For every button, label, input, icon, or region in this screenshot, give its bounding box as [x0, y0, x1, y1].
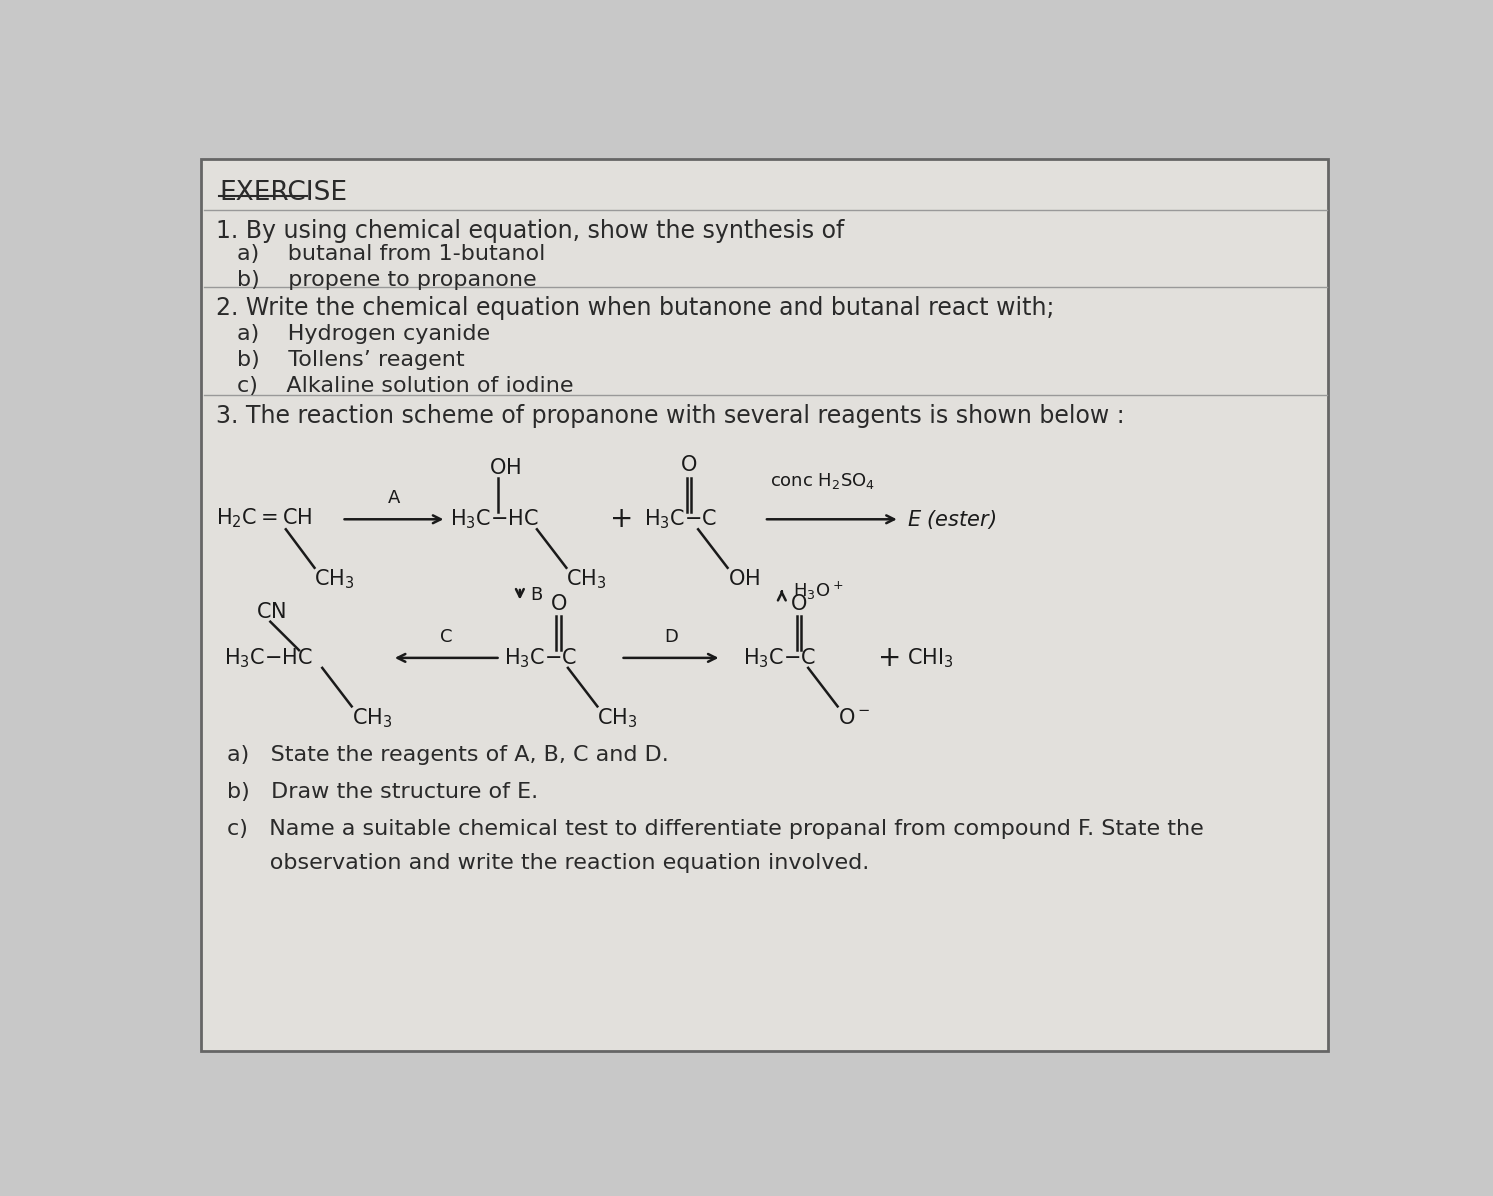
FancyBboxPatch shape [200, 159, 1329, 1050]
Text: $\mathsf{CHI_3}$: $\mathsf{CHI_3}$ [908, 646, 954, 670]
Text: $\mathsf{H_2C{=}CH}$: $\mathsf{H_2C{=}CH}$ [216, 506, 312, 530]
Text: a)    Hydrogen cyanide: a) Hydrogen cyanide [237, 324, 490, 343]
Text: $\mathsf{O}$: $\mathsf{O}$ [549, 594, 567, 614]
Text: 1. By using chemical equation, show the synthesis of: 1. By using chemical equation, show the … [216, 219, 845, 243]
Text: $\mathsf{H_3C{-}C}$: $\mathsf{H_3C{-}C}$ [505, 646, 578, 670]
Text: $\mathsf{H_3O^+}$: $\mathsf{H_3O^+}$ [793, 580, 844, 602]
Text: $\mathsf{H_3C{-}C}$: $\mathsf{H_3C{-}C}$ [643, 507, 717, 531]
Text: 2. Write the chemical equation when butanone and butanal react with;: 2. Write the chemical equation when buta… [216, 295, 1054, 321]
Text: $\mathsf{OH}$: $\mathsf{OH}$ [488, 458, 521, 477]
Text: A: A [388, 489, 400, 507]
Text: 3. The reaction scheme of propanone with several reagents is shown below :: 3. The reaction scheme of propanone with… [216, 404, 1124, 428]
Text: c)   Name a suitable chemical test to differentiate propanal from compound F. St: c) Name a suitable chemical test to diff… [227, 819, 1203, 838]
Text: c)    Alkaline solution of iodine: c) Alkaline solution of iodine [237, 376, 573, 396]
Text: $\mathsf{O^-}$: $\mathsf{O^-}$ [838, 708, 870, 728]
Text: $\mathsf{O}$: $\mathsf{O}$ [681, 456, 697, 475]
Text: C: C [440, 628, 452, 646]
Text: $\mathsf{O}$: $\mathsf{O}$ [790, 594, 808, 614]
Text: a)    butanal from 1-butanol: a) butanal from 1-butanol [237, 244, 545, 264]
Text: b)    propene to propanone: b) propene to propanone [237, 270, 536, 289]
Text: $\mathsf{CN}$: $\mathsf{CN}$ [257, 602, 287, 622]
Text: observation and write the reaction equation involved.: observation and write the reaction equat… [227, 853, 869, 873]
Text: $E$ (ester): $E$ (ester) [908, 508, 997, 531]
Text: $\mathsf{CH_3}$: $\mathsf{CH_3}$ [315, 568, 355, 591]
Text: D: D [664, 628, 678, 646]
Text: $\mathsf{CH_3}$: $\mathsf{CH_3}$ [352, 706, 393, 730]
Text: $+$: $+$ [876, 643, 899, 672]
Text: $\mathsf{OH}$: $\mathsf{OH}$ [727, 569, 760, 590]
Text: EXERCISE: EXERCISE [219, 181, 348, 207]
Text: $\mathsf{CH_3}$: $\mathsf{CH_3}$ [566, 568, 606, 591]
Text: b)    Tollens’ reagent: b) Tollens’ reagent [237, 350, 464, 370]
Text: $\mathsf{H_3C{-}HC}$: $\mathsf{H_3C{-}HC}$ [449, 507, 539, 531]
Text: a)   State the reagents of A, B, C and D.: a) State the reagents of A, B, C and D. [227, 745, 669, 765]
Text: $\mathsf{H_3C{-}HC}$: $\mathsf{H_3C{-}HC}$ [224, 646, 312, 670]
Text: $+$: $+$ [609, 505, 632, 533]
Text: $\mathsf{CH_3}$: $\mathsf{CH_3}$ [597, 706, 638, 730]
Text: B: B [530, 586, 543, 604]
Text: $\mathsf{H_3C{-}C}$: $\mathsf{H_3C{-}C}$ [744, 646, 817, 670]
Text: b)   Draw the structure of E.: b) Draw the structure of E. [227, 782, 537, 801]
Text: conc $\mathsf{H_2SO_4}$: conc $\mathsf{H_2SO_4}$ [769, 471, 875, 490]
